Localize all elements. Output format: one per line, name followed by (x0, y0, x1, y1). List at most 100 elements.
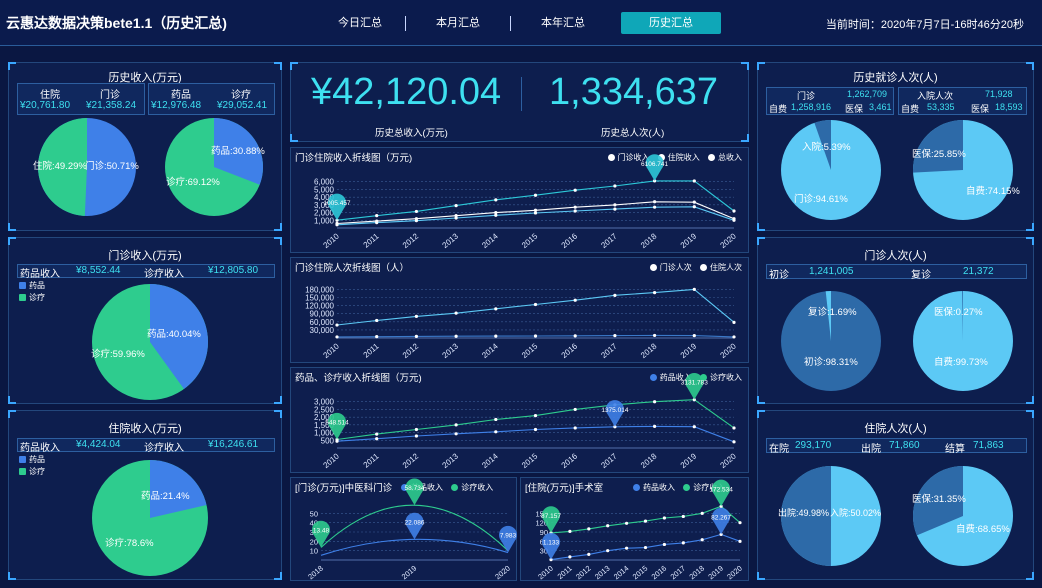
tab-history[interactable]: 历史汇总 (621, 12, 721, 34)
pie-slice-a[interactable] (962, 291, 963, 341)
data-point[interactable] (719, 504, 723, 508)
data-point[interactable] (681, 514, 685, 519)
pie-slice-a[interactable] (150, 284, 208, 390)
data-point[interactable] (335, 437, 339, 442)
data-point[interactable] (732, 209, 736, 213)
data-point[interactable] (653, 333, 657, 338)
data-point[interactable] (454, 204, 458, 208)
data-point[interactable] (454, 214, 458, 218)
data-point[interactable] (653, 205, 657, 209)
tab-year[interactable]: 本年汇总 (541, 17, 585, 29)
data-point[interactable] (625, 546, 629, 550)
data-point[interactable] (662, 542, 666, 547)
data-point[interactable] (335, 335, 339, 339)
data-point[interactable] (573, 188, 577, 192)
pie-slice-a[interactable] (150, 460, 207, 518)
data-point[interactable] (414, 209, 418, 214)
pie-slice-a[interactable] (214, 118, 263, 185)
data-point[interactable] (533, 211, 538, 215)
marker-pin[interactable] (328, 412, 346, 440)
data-point[interactable] (732, 335, 736, 339)
data-point[interactable] (494, 334, 498, 338)
data-point[interactable] (573, 407, 577, 412)
data-point[interactable] (375, 335, 379, 339)
data-point[interactable] (613, 207, 617, 211)
data-point[interactable] (454, 432, 458, 436)
marker-pin[interactable] (685, 373, 704, 400)
data-point[interactable] (335, 221, 339, 226)
data-point[interactable] (692, 287, 696, 291)
data-point[interactable] (625, 521, 629, 525)
data-point[interactable] (494, 417, 498, 422)
pie-slice-a[interactable] (814, 120, 831, 170)
data-point[interactable] (613, 184, 617, 188)
data-point[interactable] (653, 179, 657, 183)
data-point[interactable] (653, 400, 657, 404)
marker-pin[interactable] (542, 506, 560, 533)
tab-month[interactable]: 本月汇总 (436, 17, 480, 29)
data-point[interactable] (494, 210, 498, 215)
data-point[interactable] (454, 423, 458, 427)
pie-slice-a[interactable] (913, 466, 963, 536)
data-point[interactable] (719, 532, 723, 537)
data-point[interactable] (643, 545, 648, 550)
data-point[interactable] (692, 333, 696, 338)
data-point[interactable] (454, 216, 458, 220)
marker-pin[interactable] (405, 478, 424, 506)
tab-today[interactable]: 今日汇总 (338, 17, 382, 29)
data-point[interactable] (414, 434, 418, 438)
data-point[interactable] (335, 323, 339, 327)
data-point[interactable] (573, 205, 577, 209)
data-point[interactable] (700, 538, 704, 542)
data-point[interactable] (738, 539, 742, 543)
data-point[interactable] (606, 549, 610, 553)
pie-slice-a[interactable] (913, 120, 963, 173)
data-point[interactable] (568, 555, 572, 559)
data-point[interactable] (494, 430, 498, 434)
pie-slice-a[interactable] (825, 291, 831, 341)
data-point[interactable] (494, 213, 498, 217)
data-point[interactable] (375, 219, 379, 223)
data-point[interactable] (643, 519, 648, 523)
data-point[interactable] (533, 414, 538, 418)
data-point[interactable] (613, 425, 617, 429)
data-point[interactable] (732, 217, 736, 221)
pie-slice-a[interactable] (780, 466, 831, 566)
marker-pin[interactable] (312, 520, 330, 548)
data-point[interactable] (692, 425, 696, 429)
data-point[interactable] (375, 214, 379, 218)
pie-slice-a[interactable] (38, 118, 87, 216)
marker-pin[interactable] (712, 479, 731, 507)
marker-pin[interactable] (405, 512, 424, 540)
data-point[interactable] (662, 516, 666, 520)
data-point[interactable] (732, 320, 736, 324)
data-point[interactable] (681, 541, 685, 545)
data-point[interactable] (414, 217, 418, 221)
data-point[interactable] (494, 198, 498, 202)
data-point[interactable] (454, 311, 458, 315)
data-point[interactable] (533, 427, 538, 432)
data-point[interactable] (732, 440, 736, 444)
data-point[interactable] (414, 334, 418, 338)
data-point[interactable] (692, 205, 696, 209)
data-point[interactable] (414, 427, 418, 432)
data-point[interactable] (613, 293, 617, 297)
data-point[interactable] (335, 218, 339, 222)
data-point[interactable] (732, 426, 736, 430)
data-point[interactable] (414, 314, 418, 318)
data-point[interactable] (533, 302, 538, 307)
marker-pin[interactable] (499, 525, 517, 553)
marker-pin[interactable] (542, 532, 560, 560)
data-point[interactable] (533, 208, 538, 212)
data-point[interactable] (533, 334, 538, 338)
marker-pin[interactable] (645, 154, 664, 181)
marker-pin[interactable] (712, 507, 731, 535)
data-point[interactable] (573, 298, 577, 302)
data-point[interactable] (613, 333, 617, 338)
data-point[interactable] (375, 432, 379, 436)
data-point[interactable] (573, 209, 577, 213)
data-point[interactable] (653, 200, 657, 204)
data-point[interactable] (587, 552, 591, 556)
data-point[interactable] (375, 437, 379, 441)
data-point[interactable] (700, 511, 704, 515)
